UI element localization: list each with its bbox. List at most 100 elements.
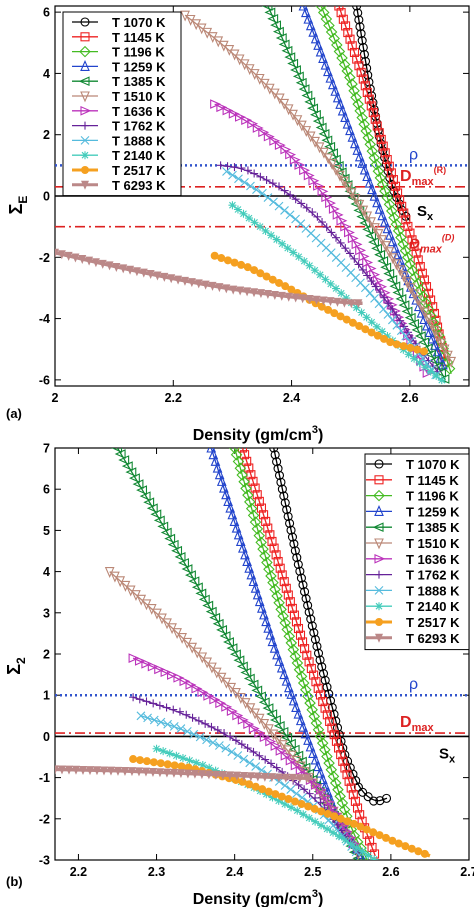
panel-a-data-point <box>187 278 196 288</box>
panel-b-data-point-shape <box>216 625 228 635</box>
panel-a-data-point <box>359 163 370 175</box>
panel-b-data-point <box>352 803 363 813</box>
panel-b-data-point-shape <box>336 736 346 746</box>
panel-a-data-point <box>356 67 366 77</box>
panel-b-data-point-shape <box>202 600 214 611</box>
panel-a-data-point-shape <box>362 211 373 223</box>
panel-a-data-point-shape <box>376 178 389 191</box>
panel-b-data-point-shape <box>258 785 267 794</box>
panel-a-data-point <box>323 65 333 77</box>
panel-a-data-point-shape <box>392 310 401 319</box>
panel-b-data-point <box>315 655 325 665</box>
panel-b: (b) Density (gm/cm3) Σ2 2.2 2.3 2.4 2.5 2.6 2… <box>4 442 474 907</box>
panel-b-data-point-shape <box>231 521 242 533</box>
panel-a-data-point <box>319 296 328 306</box>
panel-b-data-point-shape <box>268 729 279 741</box>
panel-b-sx-label: Sx <box>439 745 456 765</box>
panel-a-data-point <box>318 218 327 227</box>
panel-b-xtick-label: 2.7 <box>460 865 474 879</box>
panel-a-data-point-shape <box>78 255 87 265</box>
panel-b-data-point <box>281 674 292 686</box>
panel-a-data-point <box>268 275 277 284</box>
panel-b-data-point <box>255 751 264 760</box>
panel-b-legend-marker-shape <box>374 586 384 595</box>
panel-b-data-point <box>220 728 229 737</box>
panel-b-data-point <box>291 617 301 627</box>
panel-b-data-point <box>302 690 314 703</box>
panel-a-data-point-shape <box>390 181 401 191</box>
panel-a-data-point <box>326 279 335 288</box>
panel-b-data-point <box>253 529 266 542</box>
panel-b-data-point-shape <box>244 561 255 573</box>
panel-a-data-point <box>404 350 413 359</box>
panel-a-data-point <box>358 205 369 217</box>
panel-b-data-point-shape <box>214 741 224 750</box>
panel-b-data-point-shape <box>349 819 358 828</box>
panel-b-data-point-shape <box>340 763 350 773</box>
panel-a-data-point <box>247 118 259 129</box>
panel-a-data-point-shape <box>387 235 398 247</box>
panel-b-data-point <box>311 677 321 687</box>
panel-a-data-point-shape <box>71 253 80 263</box>
panel-a-data-point-shape <box>345 124 355 136</box>
panel-b-data-point <box>280 498 290 508</box>
panel-a-data-point-shape <box>304 97 316 107</box>
panel-a-data-point <box>263 131 275 142</box>
panel-b-data-point-shape <box>259 719 270 730</box>
panel-b-data-point <box>212 618 224 629</box>
panel-a-data-point-shape <box>395 195 405 205</box>
panel-b-data-point-shape <box>220 728 229 737</box>
panel-b-legend-label: T 2517 K <box>406 615 460 630</box>
panel-b-data-point <box>167 539 179 550</box>
panel-a-data-point <box>380 334 389 343</box>
panel-b-data-point <box>315 766 326 778</box>
panel-b-data-point-shape <box>375 831 384 840</box>
panel-a-data-point <box>384 299 393 308</box>
panel-a-data-point <box>404 258 416 270</box>
panel-b-data-point <box>285 637 298 649</box>
panel-b-data-point <box>210 454 221 466</box>
panel-a-data-point <box>313 38 323 50</box>
panel-b-data-point <box>271 790 280 799</box>
panel-a-data-point-shape <box>358 265 367 274</box>
panel-a-data-point-shape <box>292 71 304 82</box>
panel-a-data-point-shape <box>342 117 353 129</box>
panel-b-data-point <box>307 621 317 631</box>
panel-b-data-point-shape <box>367 842 377 852</box>
panel-b-data-point <box>285 518 295 528</box>
panel-b-data-point <box>134 767 143 777</box>
panel-b-data-point <box>245 780 254 789</box>
panel-b-data-point <box>251 782 260 791</box>
panel-b-data-point <box>358 787 368 797</box>
panel-b-data-point <box>176 724 186 733</box>
panel-a-data-point <box>279 98 290 110</box>
panel-a-data-point-shape <box>174 275 183 285</box>
panel-b-data-point-shape <box>238 475 250 488</box>
panel-a-ytick-label: 4 <box>43 67 50 81</box>
panel-b-data-point <box>295 566 305 576</box>
panel-a-legend-marker <box>81 166 89 174</box>
panel-b-data-point-shape <box>198 761 207 770</box>
panel-b-data-point <box>254 728 266 738</box>
panel-b-data-point-shape <box>226 643 238 653</box>
panel-b-data-point <box>272 763 281 772</box>
panel-b-data-point <box>198 761 207 770</box>
panel-b-data-point-shape <box>250 581 261 593</box>
panel-b-data-point <box>254 713 265 725</box>
panel-b-data-point-shape <box>260 772 269 782</box>
panel-b-legend-marker <box>375 570 383 579</box>
panel-a-data-point-shape <box>352 143 363 155</box>
panel-b-data-point-shape <box>305 740 316 752</box>
panel-a-data-point-shape <box>297 120 307 132</box>
panel-a-data-point <box>289 248 298 257</box>
panel-b-data-point <box>276 661 287 673</box>
panel-a-data-point <box>392 225 405 237</box>
panel-a-data-point-shape <box>362 313 371 322</box>
panel-a-data-point-shape <box>319 147 329 159</box>
panel-b-data-point <box>245 758 255 768</box>
panel-a-data-point-shape <box>318 218 327 227</box>
panel-a-data-point <box>388 253 398 265</box>
panel-b-data-point <box>269 583 281 596</box>
panel-b-data-point <box>268 793 277 802</box>
panel-b-data-point-shape <box>286 525 296 535</box>
